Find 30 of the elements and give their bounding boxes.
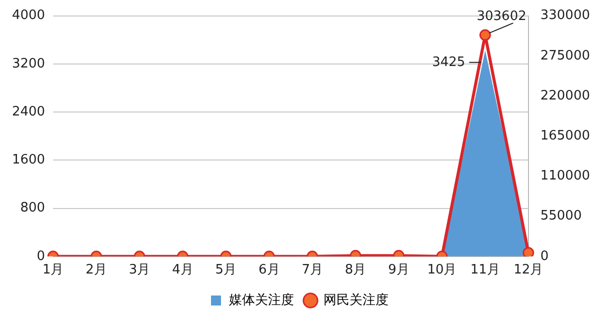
data-label: 3425 <box>432 54 466 70</box>
y2-tick-label: 330000 <box>540 8 590 24</box>
legend-label: 网民关注度 <box>324 292 388 308</box>
data-label: 303602 <box>476 8 526 24</box>
x-tick-label: 2月 <box>86 262 107 278</box>
point <box>479 29 491 41</box>
legend-label: 媒体关注度 <box>229 292 294 308</box>
y2-tick-label: 0 <box>540 248 549 264</box>
x-tick-label: 6月 <box>258 262 280 278</box>
y-tick-label: 3200 <box>12 56 46 72</box>
y-tick-label: 4000 <box>12 8 46 24</box>
y2-tick-label: 165000 <box>540 128 590 144</box>
y-tick-label: 800 <box>20 200 46 216</box>
x-tick-label: 9月 <box>388 262 410 278</box>
x-tick-label: 4月 <box>172 262 194 278</box>
x-tick-label: 8月 <box>344 262 366 278</box>
x-tick-label: 12月 <box>514 262 544 278</box>
x-tick-label: 11月 <box>470 262 500 278</box>
y2-tick-label: 275000 <box>540 48 590 64</box>
x-tick-label: 3月 <box>128 262 150 278</box>
y-tick-label: 1600 <box>12 152 46 168</box>
x-tick-label: 7月 <box>302 262 323 278</box>
y2-tick-label: 55000 <box>540 208 582 224</box>
x-tick-label: 1月 <box>42 262 64 278</box>
y-tick-label: 0 <box>36 248 46 264</box>
x-tick-label: 5月 <box>215 262 237 278</box>
y-tick-label: 2400 <box>12 104 46 120</box>
y2-tick-label: 220000 <box>540 88 590 104</box>
y2-tick-label: 110000 <box>540 168 590 184</box>
x-tick-label: 10月 <box>427 262 457 278</box>
